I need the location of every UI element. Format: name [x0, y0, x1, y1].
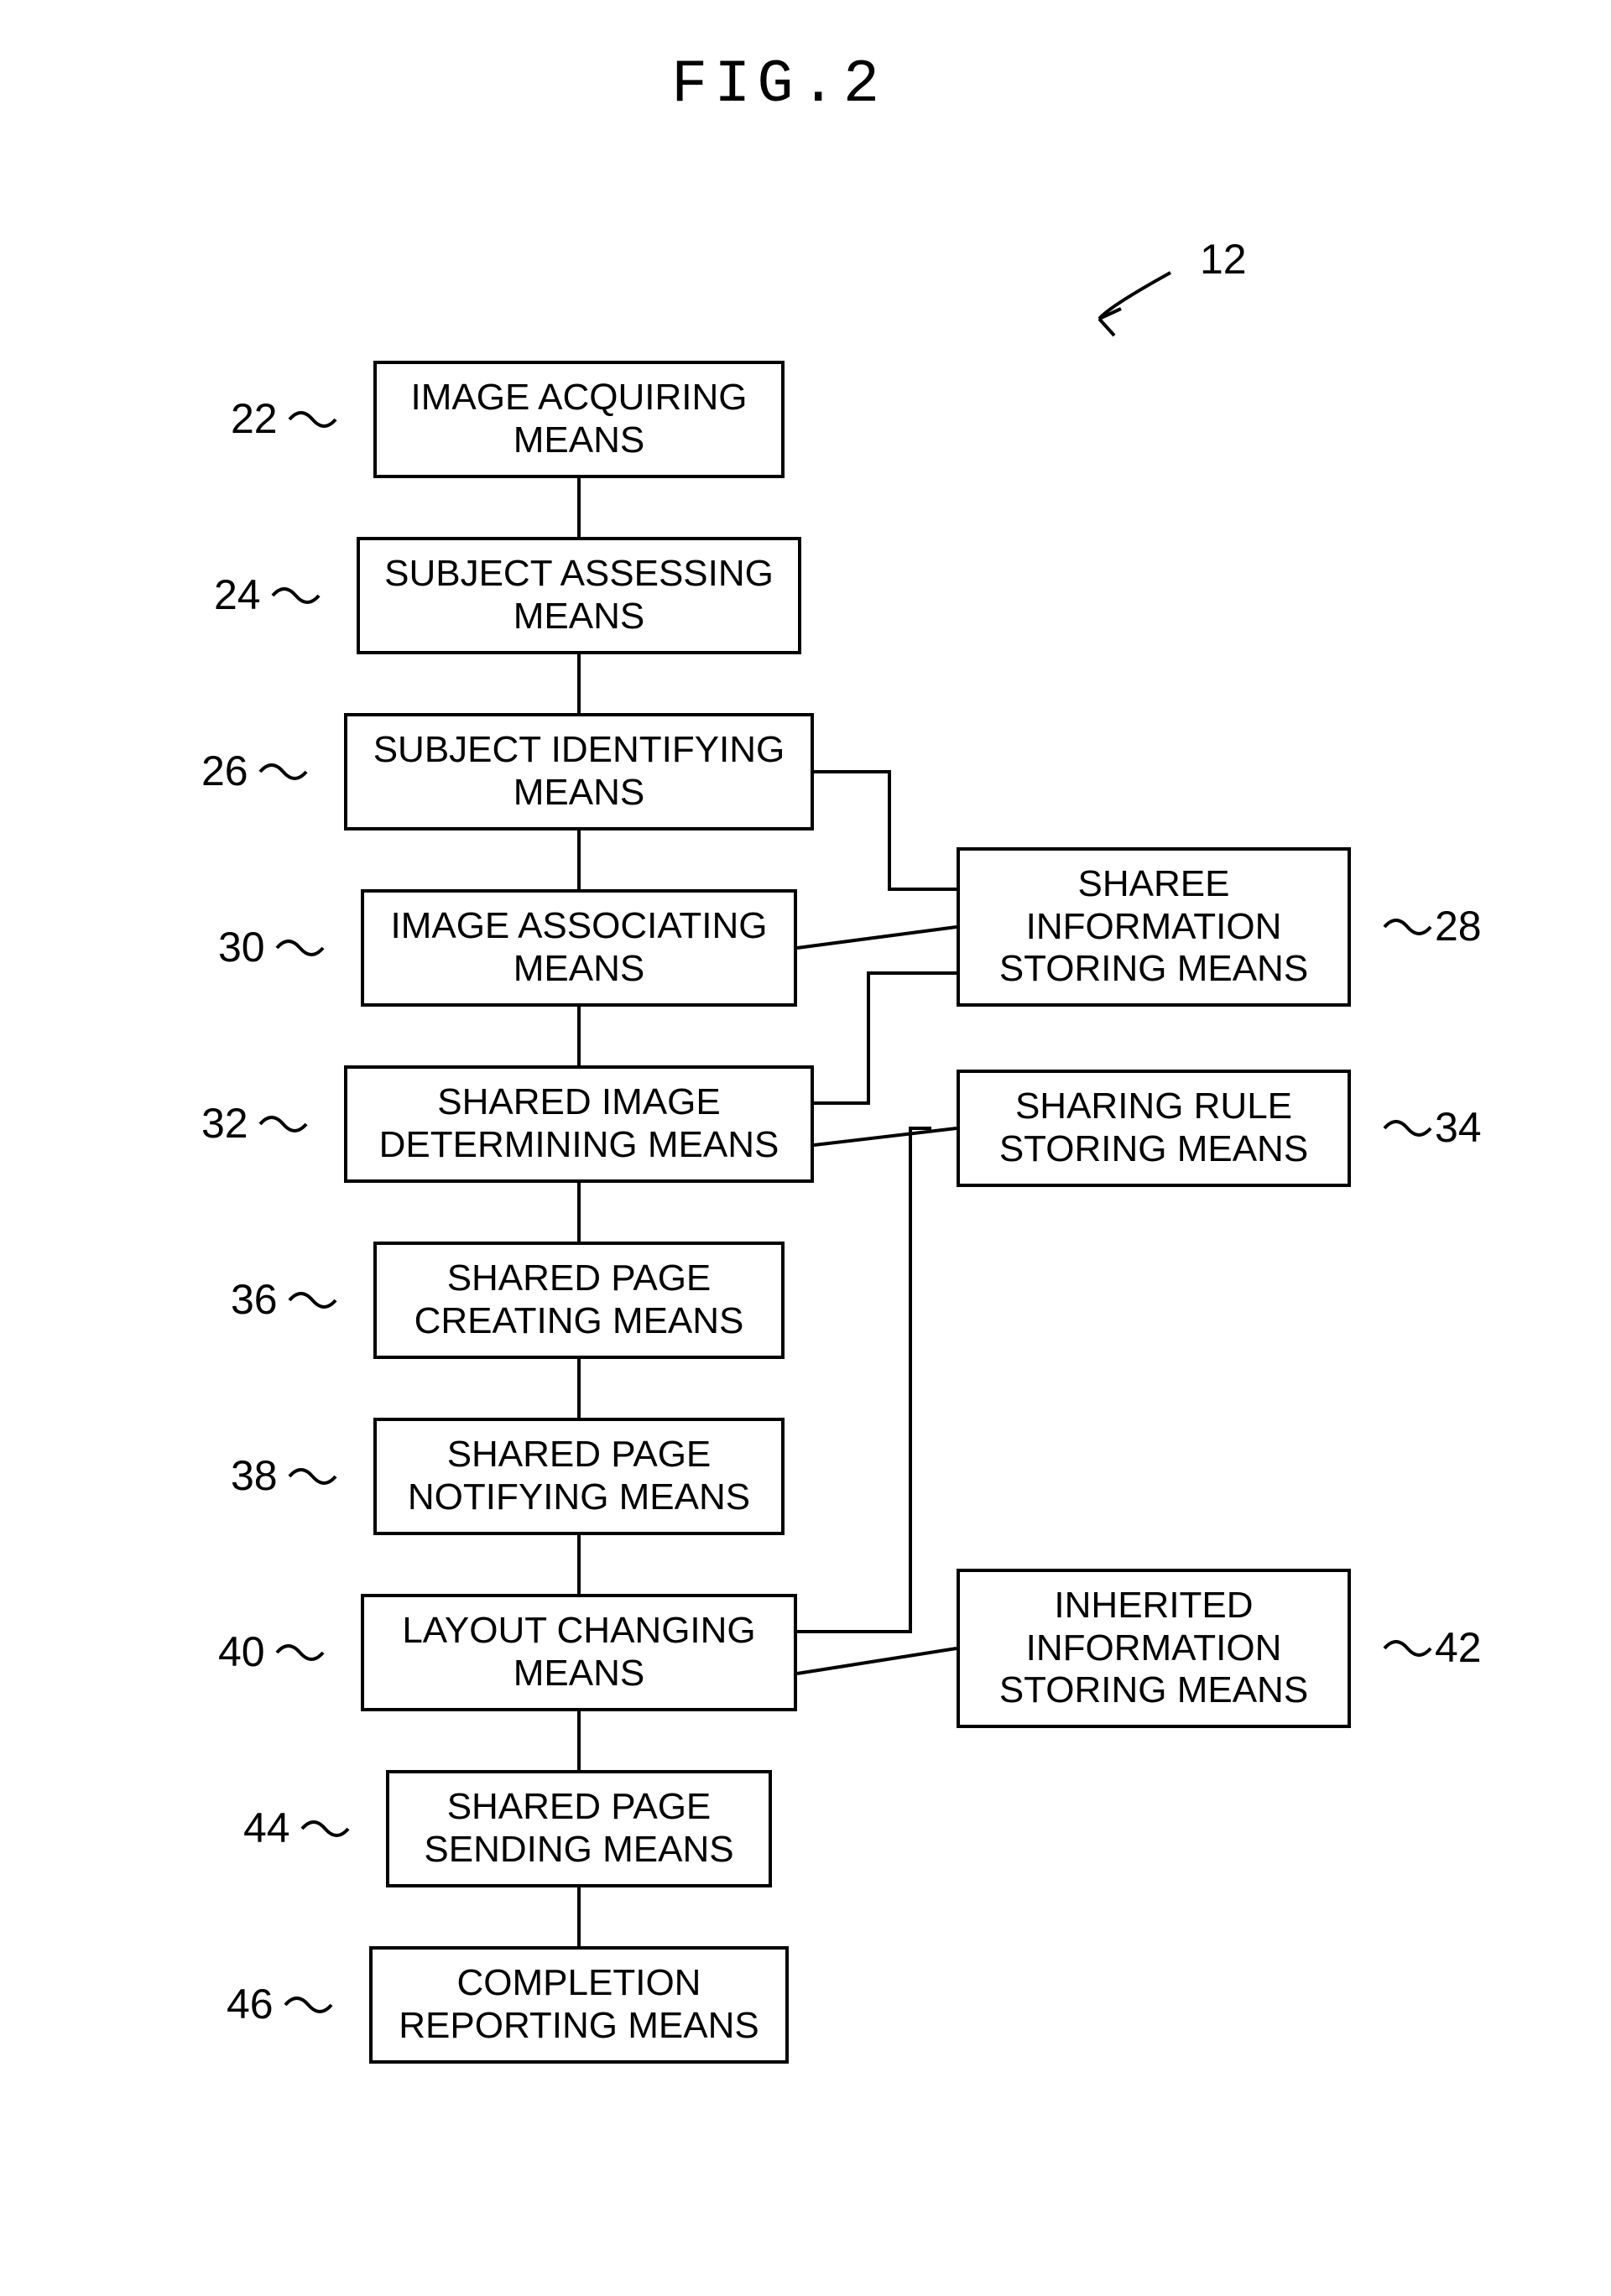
- ref-label-34: 34: [1435, 1103, 1482, 1152]
- block-b38: SHARED PAGENOTIFYING MEANS: [373, 1418, 785, 1535]
- block-label: SHARED PAGESENDING MEANS: [424, 1786, 733, 1871]
- block-b30: IMAGE ASSOCIATINGMEANS: [361, 889, 797, 1007]
- ref-label-12: 12: [1200, 235, 1247, 284]
- block-b32: SHARED IMAGEDETERMINING MEANS: [344, 1065, 814, 1183]
- block-label: SHARED PAGENOTIFYING MEANS: [408, 1434, 750, 1518]
- block-label: INHERITEDINFORMATIONSTORING MEANS: [999, 1585, 1308, 1712]
- block-label: SHARED IMAGEDETERMINING MEANS: [379, 1081, 779, 1166]
- block-b26: SUBJECT IDENTIFYINGMEANS: [344, 713, 814, 830]
- ref-label-32: 32: [201, 1099, 248, 1148]
- block-label: SHAREEINFORMATIONSTORING MEANS: [999, 863, 1308, 991]
- block-b22: IMAGE ACQUIRINGMEANS: [373, 361, 785, 478]
- block-b34: SHARING RULESTORING MEANS: [957, 1070, 1351, 1187]
- block-label: SUBJECT IDENTIFYINGMEANS: [373, 729, 785, 814]
- block-label: LAYOUT CHANGINGMEANS: [402, 1610, 755, 1695]
- figure-title: FIG.2: [671, 50, 886, 119]
- diagram-canvas: FIG.2 IMAGE ACQUIRINGMEANS 22 SUBJECT ASSE…: [0, 0, 1611, 2296]
- block-label: COMPLETIONREPORTING MEANS: [399, 1962, 759, 2047]
- block-b36: SHARED PAGECREATING MEANS: [373, 1242, 785, 1359]
- ref-label-42: 42: [1435, 1623, 1482, 1672]
- ref-label-40: 40: [218, 1627, 265, 1676]
- block-label: SUBJECT ASSESSINGMEANS: [384, 553, 774, 638]
- block-b40: LAYOUT CHANGINGMEANS: [361, 1594, 797, 1711]
- ref-label-28: 28: [1435, 902, 1482, 950]
- ref-label-36: 36: [231, 1275, 278, 1324]
- block-label: IMAGE ACQUIRINGMEANS: [411, 377, 748, 461]
- block-b24: SUBJECT ASSESSINGMEANS: [357, 537, 801, 654]
- ref-label-44: 44: [243, 1804, 290, 1852]
- block-label: IMAGE ASSOCIATINGMEANS: [390, 905, 767, 990]
- block-b44: SHARED PAGESENDING MEANS: [386, 1770, 772, 1887]
- ref-label-46: 46: [227, 1980, 274, 2028]
- block-label: SHARED PAGECREATING MEANS: [414, 1257, 744, 1342]
- block-b42: INHERITEDINFORMATIONSTORING MEANS: [957, 1569, 1351, 1728]
- block-label: SHARING RULESTORING MEANS: [999, 1086, 1308, 1170]
- ref-label-26: 26: [201, 747, 248, 795]
- ref-label-30: 30: [218, 923, 265, 971]
- block-b46: COMPLETIONREPORTING MEANS: [369, 1946, 789, 2064]
- ref-label-24: 24: [214, 570, 261, 619]
- ref-label-22: 22: [231, 394, 278, 443]
- ref-label-38: 38: [231, 1451, 278, 1500]
- block-b28: SHAREEINFORMATIONSTORING MEANS: [957, 847, 1351, 1007]
